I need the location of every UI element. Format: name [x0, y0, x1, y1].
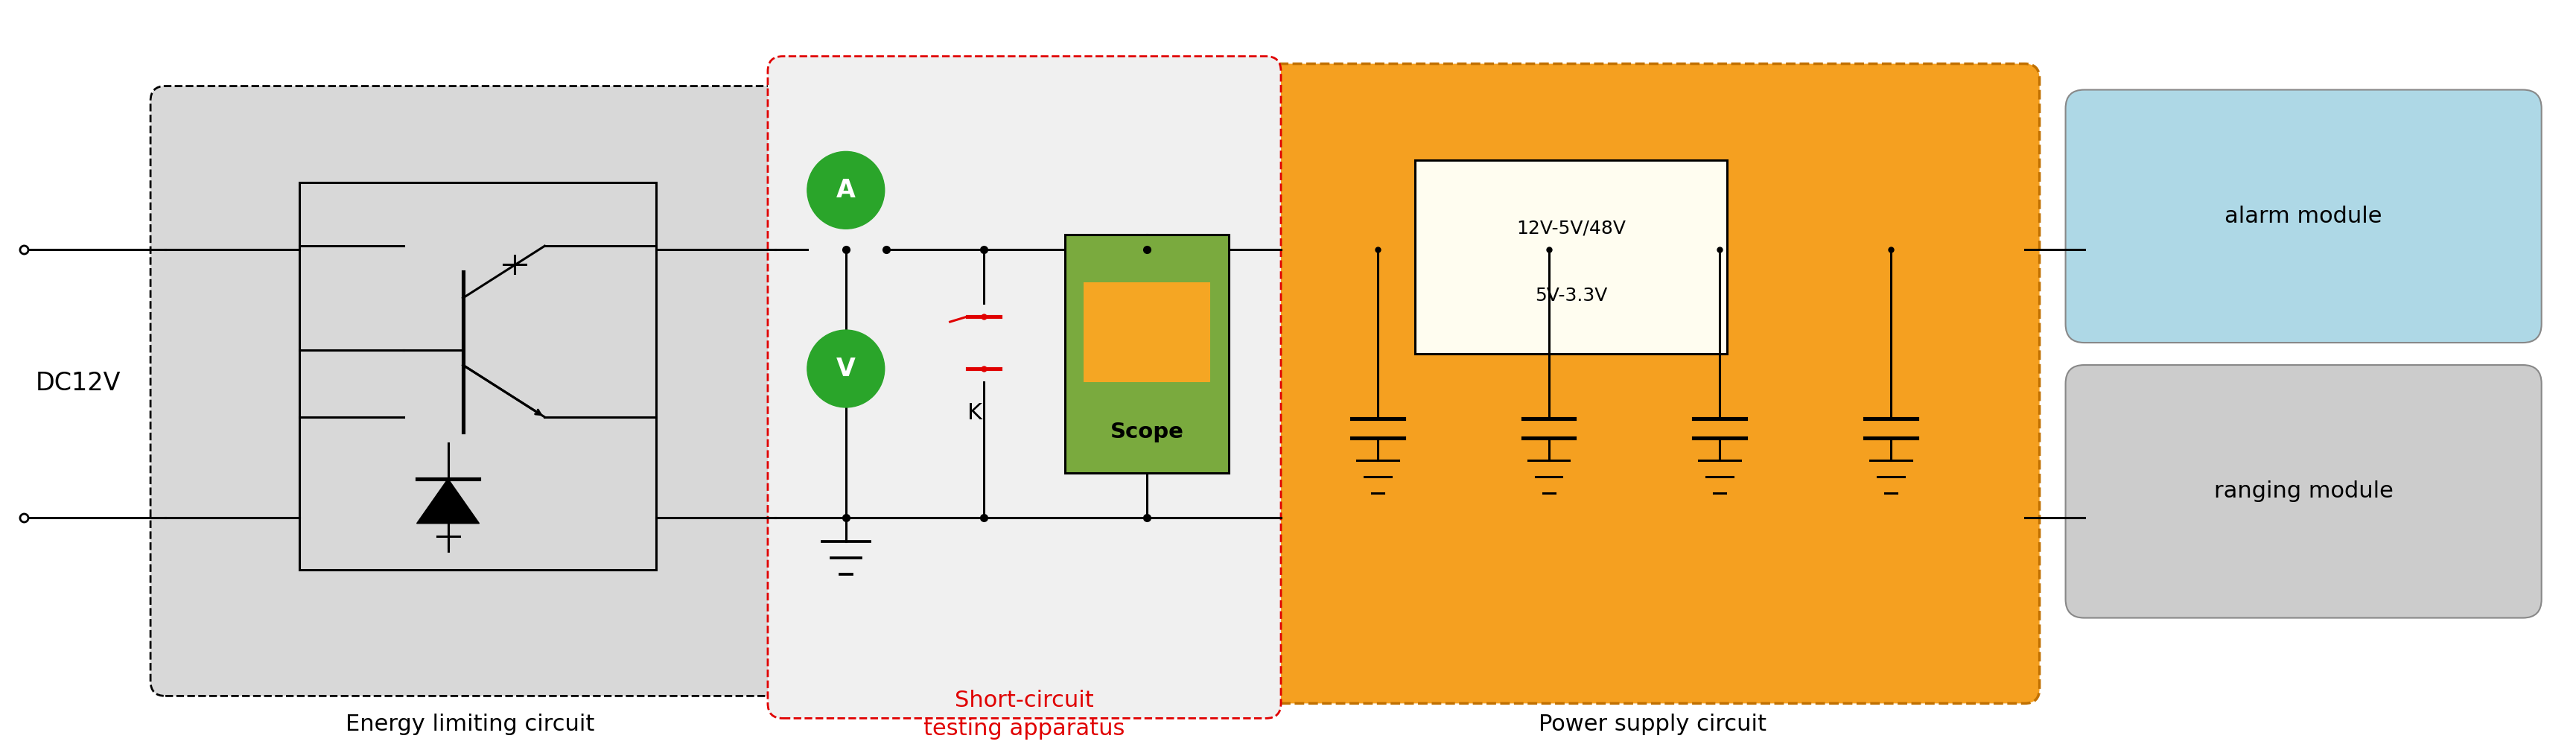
Text: K: K [966, 402, 981, 424]
Bar [1084, 283, 1211, 383]
Polygon shape [417, 479, 479, 523]
Text: Power supply circuit: Power supply circuit [1538, 714, 1767, 735]
Text: DC12V: DC12V [36, 371, 121, 396]
Circle shape [806, 151, 884, 229]
Text: 5V-3.3V: 5V-3.3V [1535, 287, 1607, 305]
Text: V: V [837, 356, 855, 381]
Text: alarm module: alarm module [2226, 206, 2383, 227]
Text: Scope: Scope [1110, 422, 1185, 443]
FancyBboxPatch shape [2066, 365, 2543, 618]
FancyBboxPatch shape [1265, 64, 2040, 703]
FancyBboxPatch shape [768, 56, 1280, 718]
FancyBboxPatch shape [149, 86, 791, 696]
Bar [1066, 235, 1229, 473]
Text: A: A [837, 178, 855, 203]
Bar [1414, 160, 1726, 354]
Text: 12V-5V/48V: 12V-5V/48V [1517, 219, 1625, 237]
Circle shape [806, 330, 884, 407]
Bar [299, 183, 657, 569]
Text: Energy limiting circuit: Energy limiting circuit [345, 714, 595, 735]
FancyBboxPatch shape [2066, 90, 2543, 342]
Text: Short-circuit
testing apparatus: Short-circuit testing apparatus [925, 689, 1126, 739]
Text: ranging module: ranging module [2213, 481, 2393, 502]
